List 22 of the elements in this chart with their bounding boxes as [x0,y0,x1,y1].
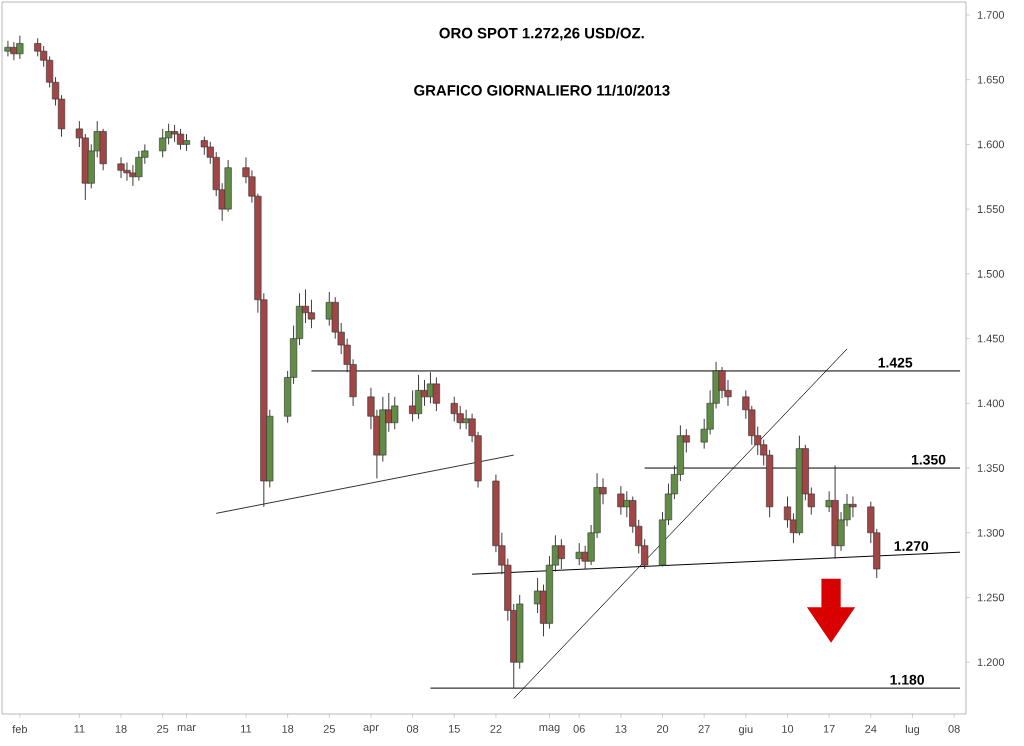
candlestick [849,496,857,518]
candlestick [450,396,458,422]
candlestick [617,485,625,516]
candlestick [557,538,565,570]
candlestick [4,40,12,57]
candlestick [123,162,131,182]
candlestick [200,136,208,156]
candlestick [129,164,137,187]
candlestick [135,150,143,182]
candlestick [414,374,423,420]
candlestick [462,409,470,430]
candlestick [224,159,232,213]
candlestick [409,389,417,422]
candlestick [117,156,125,179]
candlestick [99,128,107,171]
candlestick [391,396,399,430]
candlestick [718,366,726,399]
candlestick [159,128,167,158]
candlestick [432,376,440,412]
candlestick [16,35,24,60]
candlestick [831,465,839,560]
candlestick [456,405,464,430]
